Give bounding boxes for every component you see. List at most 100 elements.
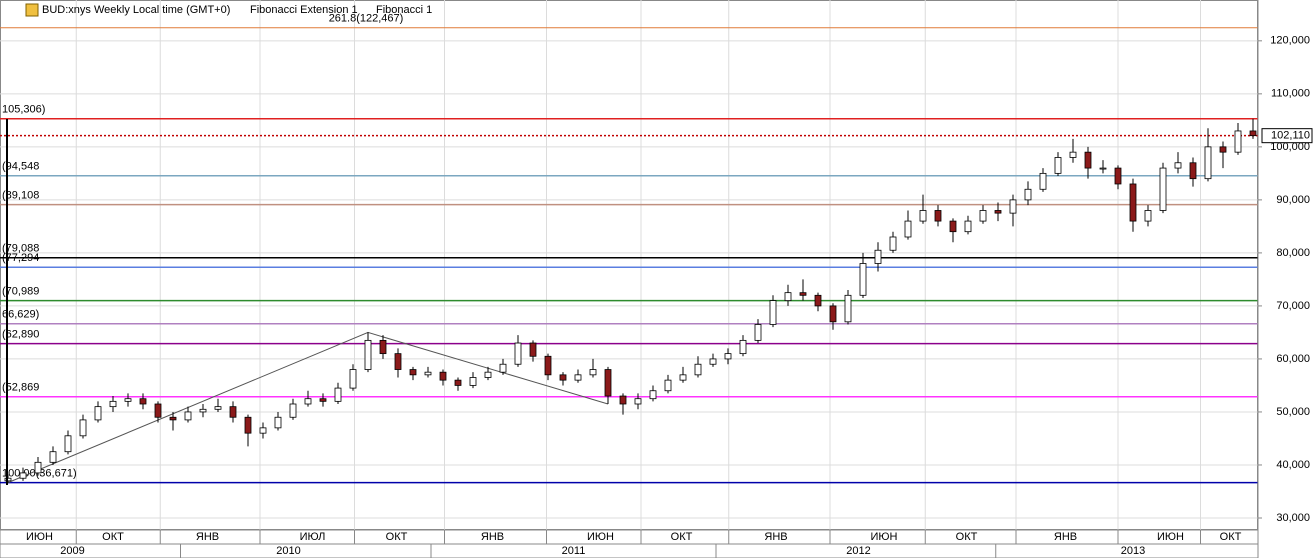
x-year-label: 2012 <box>846 545 870 557</box>
candle-body <box>694 363 702 376</box>
candle-body <box>1144 210 1152 222</box>
x-year-label: 2013 <box>1121 545 1145 557</box>
y-axis: 30,000 40,000 50,000 60,000 70,000 80,000 90,0… <box>1258 35 1313 524</box>
candle-body <box>109 400 117 408</box>
x-month-label: ЯНВ <box>196 531 219 543</box>
x-month-label: ОКТ <box>386 531 408 543</box>
candle-body <box>844 294 852 323</box>
candle-body <box>1024 188 1032 201</box>
candle-body <box>1129 183 1137 222</box>
candle-body <box>454 379 462 386</box>
candle-body <box>799 292 807 296</box>
candle-body <box>304 398 312 405</box>
candle-body <box>1234 130 1242 153</box>
fib-level-label: (62,890 <box>2 329 39 341</box>
candle-body <box>1204 146 1212 180</box>
fib-level-label: 105,306) <box>2 104 45 116</box>
candle-body <box>769 300 777 325</box>
candle-body <box>619 395 627 405</box>
y-tick-label: 50,000 <box>1276 406 1310 418</box>
candle-body <box>499 363 507 373</box>
tool-label[interactable]: Fibonacci Extension 1 <box>250 4 358 16</box>
x-month-label: ЯНВ <box>481 531 504 543</box>
candle-body <box>829 305 837 323</box>
candle-body <box>1189 162 1197 180</box>
marks <box>4 118 1257 484</box>
candle-body <box>34 461 42 474</box>
candle-body <box>244 416 252 434</box>
candle-body <box>814 294 822 307</box>
last-price-label: 102,110 <box>1271 130 1310 142</box>
x-year-label: 2011 <box>562 545 586 557</box>
candle-body <box>949 220 957 233</box>
candle-body <box>79 419 87 437</box>
candle-body <box>709 358 717 365</box>
y-tick-label: 90,000 <box>1276 194 1310 206</box>
candle-body <box>559 374 567 381</box>
candle-body <box>604 369 612 397</box>
candle-body <box>184 411 192 421</box>
candle-body <box>394 353 402 370</box>
fib-level-label: (94,548 <box>2 161 39 173</box>
candle-body <box>934 210 942 222</box>
fib-level-label: (52,869 <box>2 382 39 394</box>
candle-body <box>919 210 927 222</box>
fib-level-label: (70,989 <box>2 286 39 298</box>
x-month-label: ИЮН <box>26 531 53 543</box>
fib-level-label: (77,294 <box>2 252 39 264</box>
x-month-label: ИЮН <box>587 531 614 543</box>
x-month-label: ИЮН <box>1157 531 1184 543</box>
x-month-label: ОКТ <box>1220 531 1242 543</box>
x-month-label: ЯНВ <box>764 531 787 543</box>
candle-body <box>1174 162 1182 169</box>
x-year-label: 2009 <box>60 545 84 557</box>
fib-level-label: 261.8(122,467) <box>329 13 404 25</box>
levels: 261.8(122,467) 105,306) (94,548 (89,108 (79,… <box>0 13 1258 484</box>
candle-body <box>334 387 342 402</box>
candle-body <box>979 210 987 222</box>
symbol-label[interactable]: BUD:xnys Weekly Local time (GMT+0) <box>42 4 230 16</box>
candle-body <box>229 406 237 418</box>
candle-body <box>259 427 267 434</box>
candle-body <box>1219 146 1227 153</box>
candle-body <box>424 371 432 376</box>
candle-body <box>1159 167 1167 211</box>
x-month-label: ИЮН <box>871 531 898 543</box>
x-axis: ИЮН ОКТ ЯНВ ИЮЛ ОКТ ЯНВ ИЮН ОКТ ЯНВ ИЮН ОКТ ЯНВ ИЮН О… <box>26 530 1242 558</box>
candle-body <box>529 342 537 357</box>
candle-body <box>19 472 27 479</box>
fib-level-label: (89,108 <box>2 190 39 202</box>
candle-body <box>139 398 147 405</box>
y-tick-label: 70,000 <box>1276 300 1310 312</box>
x-month-label: ИЮЛ <box>300 531 326 543</box>
fib-level-label: 66,629) <box>2 309 39 321</box>
candle-body <box>484 371 492 378</box>
candle-body <box>904 220 912 238</box>
candle-body <box>169 416 177 421</box>
fib-level-label: (79,088 <box>2 243 39 255</box>
candle-body <box>724 353 732 360</box>
x-year-label: 2010 <box>276 545 300 557</box>
candle-body <box>679 374 687 381</box>
candle-body <box>634 398 642 405</box>
symbol-icon <box>25 3 39 17</box>
y-axis-panel <box>1258 0 1316 558</box>
x-month-label: ОКТ <box>956 531 978 543</box>
candle-body <box>349 369 357 389</box>
tool-label[interactable]: Fibonacci 1 <box>376 4 432 16</box>
candle-body <box>199 408 207 413</box>
candle-body <box>874 249 882 264</box>
y-tick-label: 110,000 <box>1271 88 1310 100</box>
candle-body <box>664 379 672 392</box>
candle-body <box>784 292 792 302</box>
candle-body <box>649 390 657 400</box>
candle-body <box>94 406 102 421</box>
candle-body <box>1249 130 1257 137</box>
candle-body <box>994 210 1002 214</box>
candle-body <box>1099 167 1107 170</box>
candle-body <box>409 369 417 376</box>
grid <box>0 0 1258 530</box>
candle-body <box>289 403 297 418</box>
candle-body <box>469 377 477 386</box>
